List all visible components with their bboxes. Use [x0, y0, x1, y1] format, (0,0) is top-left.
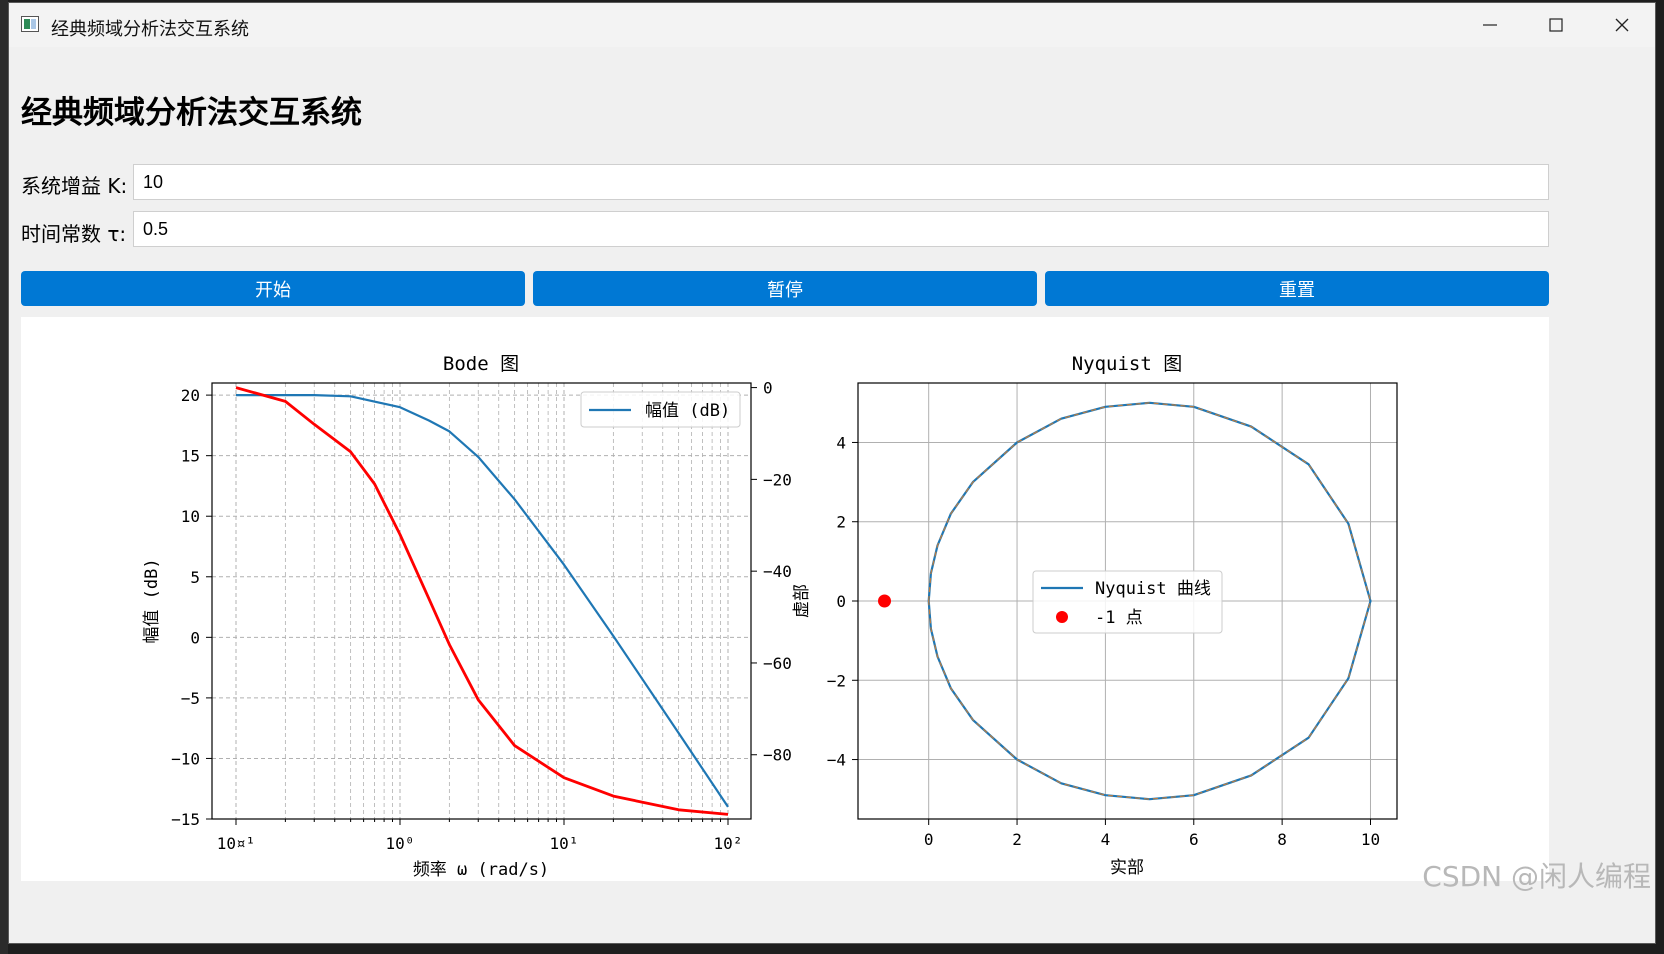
title-bar[interactable]: 经典频域分析法交互系统	[9, 3, 1655, 47]
tau-input[interactable]	[133, 211, 1549, 247]
window-title: 经典频域分析法交互系统	[51, 19, 249, 40]
nyquist-y-tick-label: 4	[836, 433, 846, 452]
nyquist-y-tick-label: −4	[827, 751, 846, 770]
start-button[interactable]: 开始	[21, 271, 525, 306]
bode-x-axis-label: 频率 ω (rad/s)	[413, 860, 549, 880]
bode-y-tick-label: −5	[181, 689, 200, 708]
bode-x-tick-label: 10⁰	[386, 834, 415, 853]
bode-y-tick-label: −15	[171, 810, 200, 829]
gain-label: 系统增益 K:	[21, 174, 128, 198]
watermark: CSDN @闲人编程	[1422, 860, 1651, 893]
nyquist-y-axis-label: 虚部	[792, 584, 812, 618]
nyquist-x-tick-label: 10	[1361, 830, 1380, 849]
nyquist-y-tick-label: −2	[827, 671, 846, 690]
nyquist-legend-label: Nyquist 曲线	[1095, 579, 1211, 599]
bode-y-tick-label: 20	[181, 386, 200, 405]
plot-canvas: Bode 图 20 15 10 5 0 −5 −10 −15 0 −20 −40 −60 −80 10…	[21, 317, 1549, 881]
nyquist-x-tick-label: 8	[1277, 830, 1287, 849]
bode-y2-tick-label: −40	[763, 562, 792, 581]
bode-legend-label: 幅值 (dB)	[645, 401, 730, 421]
bode-magnitude-line	[236, 393, 729, 808]
minimize-icon[interactable]	[1457, 3, 1523, 47]
bode-chart: Bode 图 20 15 10 5 0 −5 −10 −15 0 −20 −40 −60 −80 10…	[142, 353, 792, 880]
nyquist-x-tick-label: 2	[1012, 830, 1022, 849]
nyquist-minus-one-point	[878, 594, 892, 608]
bode-title: Bode 图	[443, 353, 519, 375]
background-terminal-strip	[0, 0, 8, 954]
gain-input[interactable]	[133, 164, 1549, 200]
nyquist-x-tick-label: 6	[1189, 830, 1199, 849]
bode-series	[235, 386, 729, 816]
bode-y-tick-label: 5	[190, 568, 200, 587]
bode-y2-tick-label: −20	[763, 470, 792, 489]
bode-y-axis-label: 幅值 (dB)	[142, 558, 162, 643]
page-title: 经典频域分析法交互系统	[21, 95, 362, 131]
bode-frame	[211, 382, 752, 820]
app-window: 经典频域分析法交互系统 经典频域分析法交互系统 系统增益 K: 时间常数 τ: …	[8, 2, 1656, 944]
nyquist-ticks: 0 2 4 6 8 10 4 2 0 −2 −4	[827, 433, 1380, 849]
bode-y-tick-label: 10	[181, 507, 200, 526]
bode-grid	[212, 383, 751, 825]
bode-x-tick-label: 10¤¹	[217, 834, 256, 853]
close-icon[interactable]	[1589, 3, 1655, 47]
nyquist-title: Nyquist 图	[1072, 353, 1183, 375]
maximize-icon[interactable]	[1523, 3, 1589, 47]
bode-y2-tick-label: −80	[763, 746, 792, 765]
bode-x-tick-label: 10¹	[550, 834, 579, 853]
bode-y-tick-label: 0	[190, 628, 200, 647]
bode-phase-line	[235, 386, 729, 816]
reset-button[interactable]: 重置	[1045, 271, 1549, 306]
nyquist-legend-label: -1 点	[1095, 608, 1143, 628]
nyquist-legend: Nyquist 曲线 -1 点	[1032, 570, 1223, 634]
bode-x-ticks: 10¤¹ 10⁰ 10¹ 10²	[217, 834, 743, 853]
bode-legend-box	[580, 391, 741, 428]
nyquist-y-tick-label: 2	[836, 513, 846, 532]
app-icon	[21, 16, 39, 32]
bode-y-ticks: 20 15 10 5 0 −5 −10 −15	[171, 386, 212, 829]
nyquist-y-tick-label: 0	[836, 592, 846, 611]
bode-y-tick-label: 15	[181, 447, 200, 466]
nyquist-legend-marker	[1056, 611, 1068, 623]
tau-label: 时间常数 τ:	[21, 222, 127, 246]
nyquist-chart: Nyquist 图 0 2 4 6 8 10 4 2 0 −2 −4 实部 虚部 Nyquist 曲…	[792, 353, 1398, 878]
nyquist-series	[878, 401, 1372, 801]
nyquist-x-tick-label: 4	[1101, 830, 1111, 849]
bode-y2-tick-label: −60	[763, 654, 792, 673]
nyquist-curve	[927, 401, 1372, 801]
nyquist-x-tick-label: 0	[924, 830, 934, 849]
bode-x-tick-label: 10²	[714, 834, 743, 853]
bode-y2-tick-label: 0	[763, 379, 773, 398]
bode-y-tick-label: −10	[171, 749, 200, 768]
nyquist-x-axis-label: 实部	[1110, 858, 1144, 878]
bode-y2-ticks: 0 −20 −40 −60 −80	[751, 379, 792, 765]
bode-legend: 幅值 (dB)	[580, 391, 741, 428]
nyquist-legend-box	[1032, 570, 1223, 634]
pause-button[interactable]: 暂停	[533, 271, 1037, 306]
